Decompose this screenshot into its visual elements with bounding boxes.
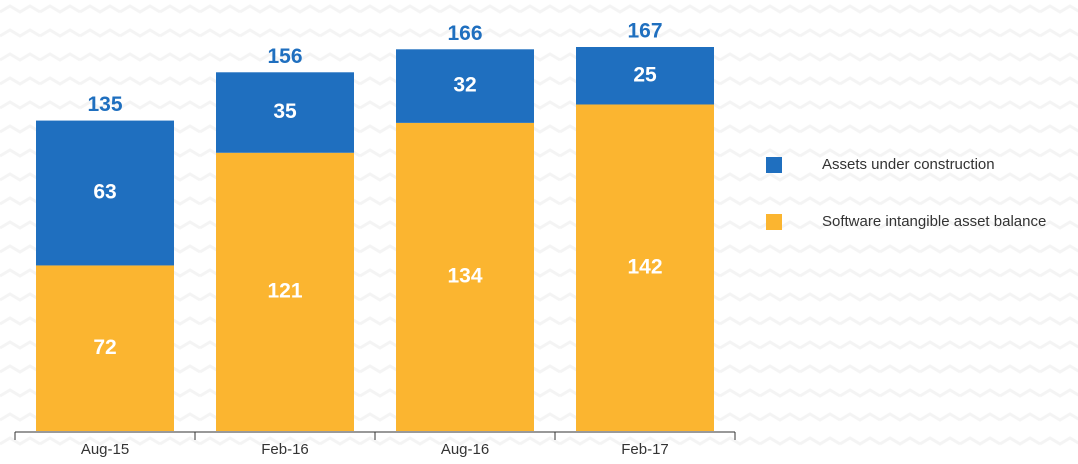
bar-segment	[216, 72, 354, 153]
total-label: 167	[627, 20, 662, 43]
segment-label: 142	[627, 255, 662, 278]
segment-label: 32	[453, 74, 476, 97]
plot: 72 63 135 Aug-15 121 35 156 Feb-16 134 32 166 Aug-1…	[14, 20, 1046, 458]
x-tick-label: Feb-17	[621, 441, 669, 458]
bar-segment	[576, 104, 714, 431]
bar-segment	[36, 120, 174, 266]
bar-segment	[36, 265, 174, 431]
segment-label: 134	[447, 264, 482, 287]
bar-segment	[576, 47, 714, 105]
legend-label: Software intangible asset balance	[822, 213, 1046, 230]
segment-label: 72	[93, 336, 116, 359]
x-tick-label: Feb-16	[261, 441, 309, 458]
legend-swatch	[766, 214, 782, 230]
segment-label: 121	[267, 279, 302, 302]
segment-label: 25	[633, 63, 657, 86]
bar-segment	[396, 122, 534, 431]
total-label: 156	[267, 45, 302, 68]
segment-label: 63	[93, 181, 116, 204]
legend-label: Assets under construction	[822, 156, 995, 173]
segment-label: 35	[273, 100, 297, 123]
x-tick-label: Aug-15	[81, 441, 129, 458]
total-label: 166	[447, 22, 482, 45]
total-label: 135	[87, 93, 122, 116]
legend-swatch	[766, 157, 782, 173]
bar-segment	[216, 152, 354, 431]
x-tick-label: Aug-16	[441, 441, 489, 458]
bar-segment	[396, 49, 534, 123]
